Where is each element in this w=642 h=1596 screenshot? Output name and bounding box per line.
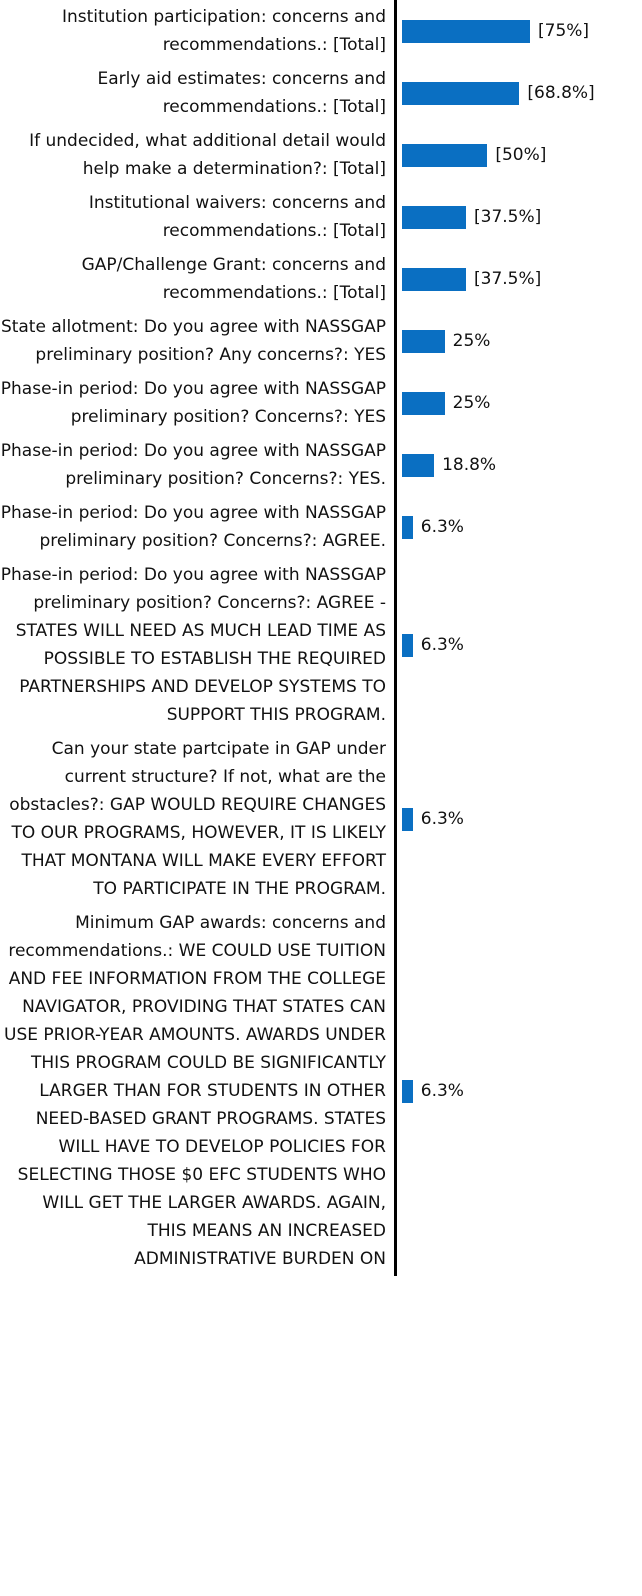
category-label: Phase-in period: Do you agree with NASSG… — [0, 565, 386, 725]
bar — [402, 81, 520, 105]
value-label: 6.3% — [420, 809, 464, 829]
bar-cell: [68.8%] — [394, 62, 642, 124]
value-label: [75%] — [538, 21, 590, 41]
value-label: 6.3% — [420, 635, 464, 655]
row: Phase-in period: Do you agree with NASSG… — [0, 372, 642, 434]
category-label: Institution participation: concerns and … — [61, 7, 386, 55]
bar — [402, 205, 466, 229]
value-label: [37.5%] — [474, 207, 542, 227]
bar-cell: 25% — [394, 372, 642, 434]
bar — [402, 19, 530, 43]
bar — [402, 267, 466, 291]
row: If undecided, what additional detail wou… — [0, 124, 642, 186]
row: GAP/Challenge Grant: concerns and recomm… — [0, 248, 642, 310]
category-label: Minimum GAP awards: concerns and recomme… — [4, 913, 386, 1269]
row: State allotment: Do you agree with NASSG… — [0, 310, 642, 372]
bar-cell: [37.5%] — [394, 248, 642, 310]
bar-cell: 6.3% — [394, 732, 642, 906]
bar — [402, 143, 488, 167]
bar — [402, 807, 413, 831]
bar-cell: 25% — [394, 310, 642, 372]
bar-cell: [50%] — [394, 124, 642, 186]
value-label: 18.8% — [442, 455, 497, 475]
value-label: 25% — [452, 331, 491, 351]
bar — [402, 391, 445, 415]
value-label: [68.8%] — [527, 83, 595, 103]
bar-cell: 6.3% — [394, 558, 642, 732]
bar-cell: 18.8% — [394, 434, 642, 496]
category-label: Phase-in period: Do you agree with NASSG… — [0, 503, 386, 551]
bar — [402, 633, 413, 657]
bar-cell: [75%] — [394, 0, 642, 62]
row: Can your state partcipate in GAP under c… — [0, 732, 642, 906]
row: Early aid estimates: concerns and recomm… — [0, 62, 642, 124]
category-label: GAP/Challenge Grant: concerns and recomm… — [81, 255, 386, 303]
category-label: Phase-in period: Do you agree with NASSG… — [0, 379, 386, 427]
category-label: If undecided, what additional detail wou… — [29, 131, 386, 179]
bar-cell: [37.5%] — [394, 186, 642, 248]
row: Institution participation: concerns and … — [0, 0, 642, 62]
category-label: Institutional waivers: concerns and reco… — [88, 193, 386, 241]
bar — [402, 329, 445, 353]
bar — [402, 515, 413, 539]
category-label: Early aid estimates: concerns and recomm… — [97, 69, 386, 117]
row: Minimum GAP awards: concerns and recomme… — [0, 906, 642, 1276]
row: Phase-in period: Do you agree with NASSG… — [0, 434, 642, 496]
value-label: 25% — [452, 393, 491, 413]
category-label: Phase-in period: Do you agree with NASSG… — [0, 441, 386, 489]
value-label: 6.3% — [420, 517, 464, 537]
category-label: Can your state partcipate in GAP under c… — [9, 739, 386, 899]
value-label: [37.5%] — [474, 269, 542, 289]
bar — [402, 453, 435, 477]
row: Phase-in period: Do you agree with NASSG… — [0, 558, 642, 732]
row: Phase-in period: Do you agree with NASSG… — [0, 496, 642, 558]
value-label: [50%] — [495, 145, 547, 165]
value-label: 6.3% — [420, 1081, 464, 1101]
bar-cell: 6.3% — [394, 906, 642, 1276]
bar-cell: 6.3% — [394, 496, 642, 558]
bar — [402, 1079, 413, 1103]
category-label: State allotment: Do you agree with NASSG… — [0, 317, 386, 365]
row: Institutional waivers: concerns and reco… — [0, 186, 642, 248]
